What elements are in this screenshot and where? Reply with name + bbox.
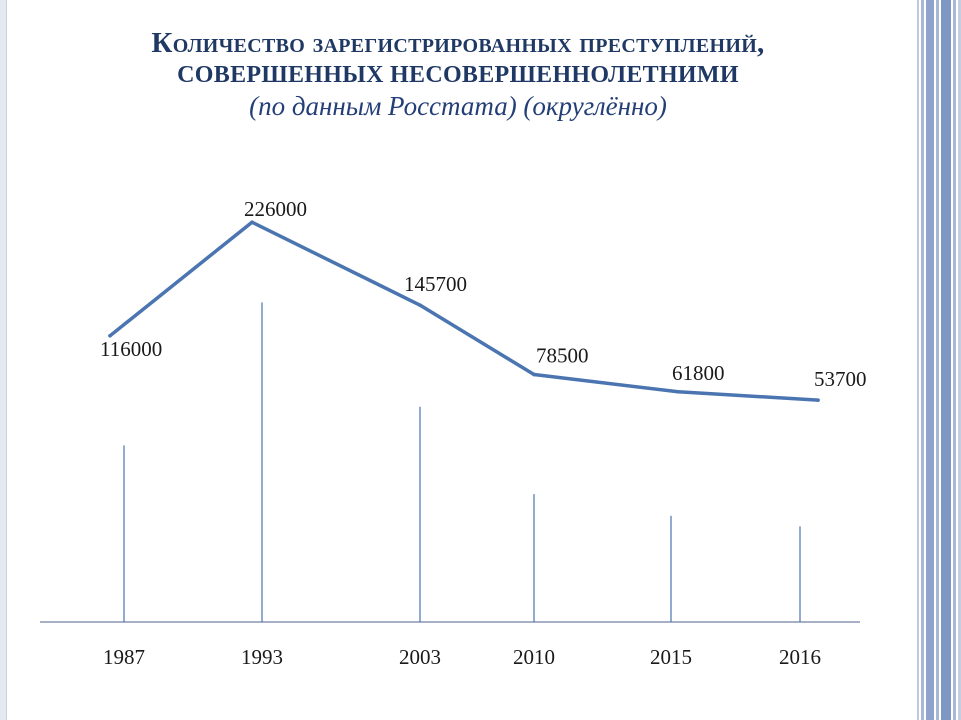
title-line-3: (по данным Росстата) (округлённо) (249, 91, 667, 121)
stripe (936, 0, 939, 720)
x-tick-label-2003: 2003 (399, 645, 441, 669)
stripe (941, 0, 951, 720)
data-point-1987 (108, 334, 112, 338)
value-label-1993: 226000 (244, 197, 307, 221)
title-line-1: Количество зарегистрированных преступлен… (151, 27, 765, 59)
data-point-2016 (816, 398, 820, 402)
stripe (917, 0, 919, 720)
slide-left-border (0, 0, 7, 720)
title-line-2: совершенных несовершеннолетними (177, 62, 739, 88)
stripe (926, 0, 934, 720)
series-line (108, 220, 820, 402)
stripe (921, 0, 924, 720)
value-label-2003: 145700 (404, 272, 467, 296)
decorative-stripes (917, 0, 961, 720)
data-point-2010 (532, 372, 536, 377)
data-point-2003 (418, 303, 422, 307)
value-label-2016: 53700 (814, 367, 867, 391)
data-point-2015 (676, 389, 680, 394)
x-tick-label-1987: 1987 (103, 645, 145, 669)
x-tick-label-2010: 2010 (513, 645, 555, 669)
x-tick-label-2015: 2015 (650, 645, 692, 669)
x-tick-label-2016: 2016 (779, 645, 821, 669)
stripe (953, 0, 956, 720)
x-tick-label-1993: 1993 (241, 645, 283, 669)
stripe (958, 0, 961, 720)
value-label-2010: 78500 (536, 344, 589, 368)
value-label-1987: 116000 (100, 337, 162, 361)
chart-title: Количество зарегистрированных преступлен… (20, 26, 896, 122)
data-point-1993 (250, 220, 254, 225)
value-label-2015: 61800 (672, 361, 725, 385)
